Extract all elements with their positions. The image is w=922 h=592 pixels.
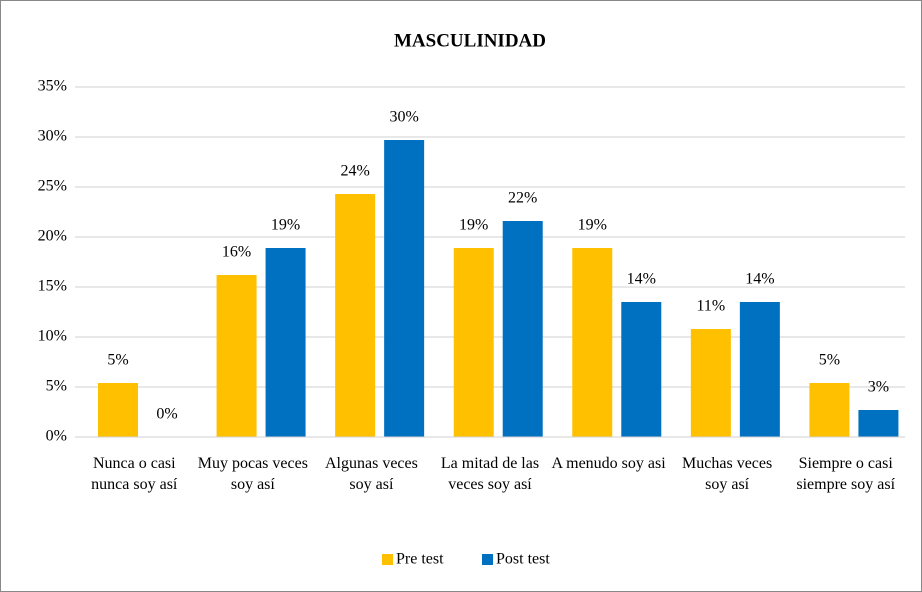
y-tick-label: 5% [46,378,67,395]
value-label: 16% [222,244,251,261]
value-label: 14% [745,271,774,288]
bar [572,248,613,437]
x-tick-label: La mitad de las veces soy así [440,455,540,493]
y-tick-label: 35% [38,78,67,95]
bar [621,302,662,437]
chart-title: MASCULINIDAD [394,30,546,51]
bar [502,221,543,437]
bar [690,329,731,437]
value-label: 5% [107,352,128,369]
bar [98,383,138,437]
x-tick-label: Siempre o casi siempre soy así [796,455,896,493]
value-label: 19% [459,217,488,234]
y-tick-label: 25% [38,178,67,195]
bar [739,302,780,437]
x-tick-label: Muchas veces soy así [682,455,773,493]
x-tick-label: Nunca o casi nunca soy así [91,455,178,493]
value-label: 0% [156,406,177,423]
legend-swatch [482,554,493,565]
x-tick-label: Algunas veces soy así [324,455,418,493]
value-label: 14% [627,271,656,288]
legend-label: Post test [496,551,550,568]
bar [265,248,306,437]
bar [335,194,376,437]
bar [809,383,850,437]
value-label: 22% [508,190,537,207]
value-label: 19% [271,217,300,234]
bar [384,140,425,437]
bar [858,410,899,437]
bar [453,248,494,437]
y-tick-label: 15% [38,278,67,295]
bar [216,275,257,437]
value-label: 11% [696,298,725,315]
y-tick-label: 20% [38,228,67,245]
y-tick-label: 10% [38,328,67,345]
value-label: 5% [819,352,840,369]
y-tick-label: 0% [46,428,67,445]
x-tick-label: A menudo soy asi [551,455,666,472]
value-label: 3% [868,379,889,396]
x-tick-label: Muy pocas veces soy así [197,455,308,493]
legend-swatch [382,554,393,565]
y-tick-label: 30% [38,128,67,145]
legend-label: Pre test [396,551,444,568]
value-label: 30% [389,109,418,126]
value-label: 19% [578,217,607,234]
value-label: 24% [340,163,369,180]
